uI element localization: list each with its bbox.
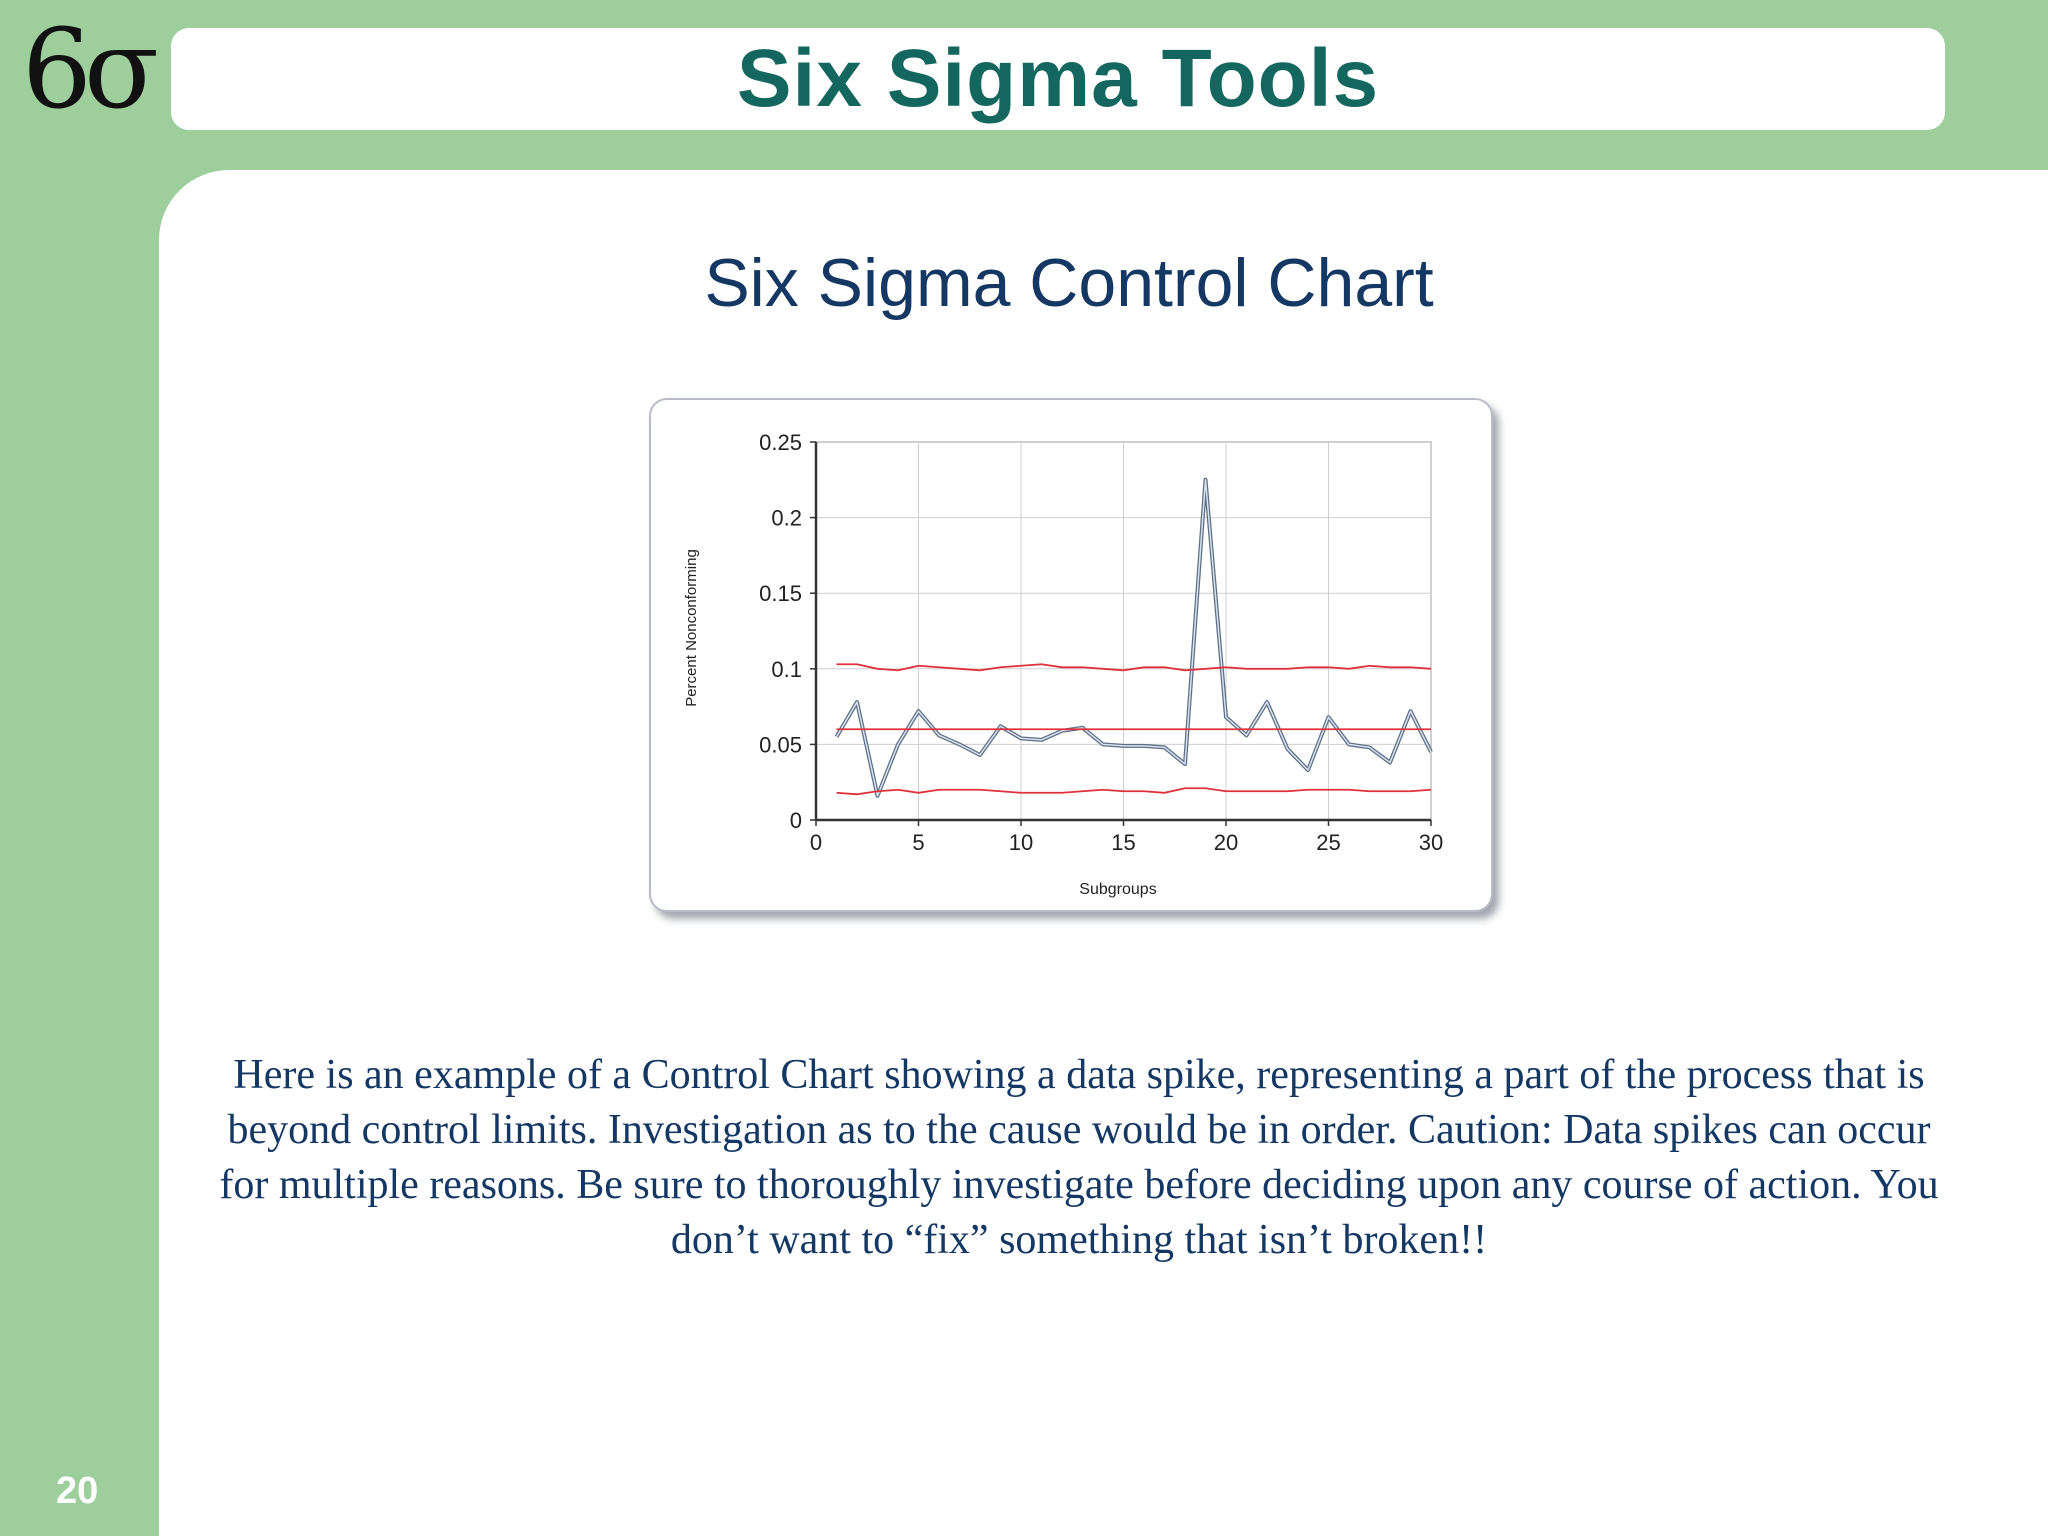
slide-subtitle: Six Sigma Control Chart <box>704 245 1434 321</box>
control-chart: 0 5 10 15 20 25 30 0 0.05 0.1 0.15 0.2 0.25 Subgroup… <box>649 398 1493 912</box>
y-tick-label: 0.05 <box>759 732 802 757</box>
x-tick-label: 0 <box>810 830 822 855</box>
y-tick-label: 0.25 <box>759 430 802 455</box>
y-tick-label: 0 <box>790 808 802 833</box>
data-series-line <box>835 479 1432 797</box>
x-axis-label: Subgroups <box>1079 881 1156 898</box>
chart-series <box>834 477 1433 798</box>
six-sigma-logo: 6σ <box>22 5 159 133</box>
chart-canvas: 0 5 10 15 20 25 30 0 0.05 0.1 0.15 0.2 0.25 Subgroup… <box>683 430 1443 898</box>
x-tick-label: 25 <box>1316 830 1340 855</box>
upper-control-limit-line <box>836 663 1432 672</box>
x-tick-label: 15 <box>1111 830 1135 855</box>
x-tick-label: 30 <box>1419 830 1443 855</box>
chart-grid <box>815 441 1432 821</box>
x-tick-label: 5 <box>912 830 924 855</box>
page-number: 20 <box>56 1470 99 1512</box>
y-tick-label: 0.15 <box>759 581 802 606</box>
y-tick-label: 0.2 <box>771 506 802 531</box>
y-tick-label: 0.1 <box>771 657 802 682</box>
lower-control-limit-line <box>836 787 1432 796</box>
x-tick-label: 10 <box>1009 830 1033 855</box>
x-tick-label: 20 <box>1214 830 1238 855</box>
y-axis-label: Percent Nonconforming <box>683 549 700 707</box>
chart-ticks: 0 5 10 15 20 25 30 0 0.05 0.1 0.15 0.2 0.25 <box>759 430 1443 855</box>
page-title: Six Sigma Tools <box>736 33 1380 124</box>
title-bar: Six Sigma Tools <box>171 28 1945 130</box>
data-series-outline <box>834 477 1433 798</box>
slide-body-text: Here is an example of a Control Chart sh… <box>219 1052 1939 1263</box>
slide-content: Six Sigma Control Chart 0 5 10 15 20 25 30 0 0.0… <box>159 170 2048 1536</box>
